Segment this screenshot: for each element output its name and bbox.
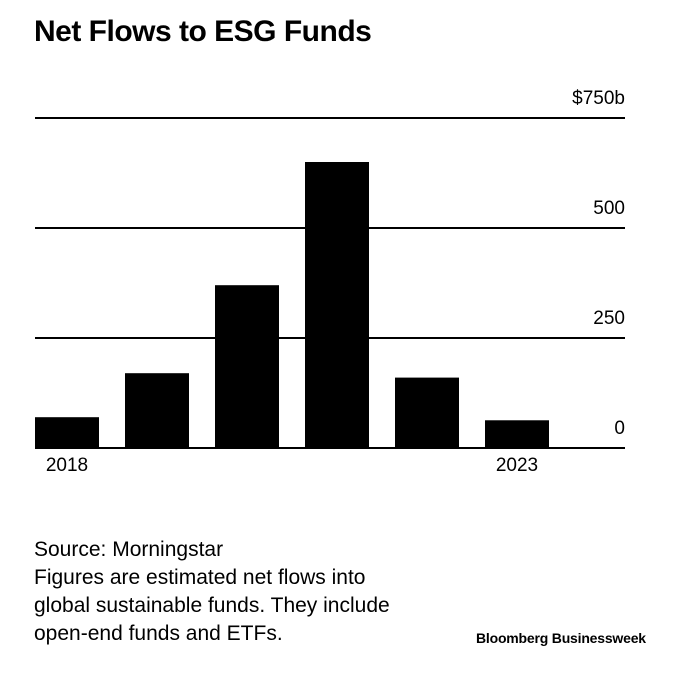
y-tick-label: 0	[614, 418, 625, 439]
bar-2018	[35, 417, 99, 448]
bars	[35, 162, 549, 448]
y-tick-label: $750b	[572, 88, 625, 109]
y-axis-labels: 0 250 500 $750b	[572, 88, 625, 439]
bar-2021	[305, 162, 369, 448]
publisher-logo: Bloomberg Businessweek	[476, 630, 646, 646]
bar-2020	[215, 285, 279, 448]
y-tick-label: 250	[593, 308, 625, 329]
source-note: Source: Morningstar	[34, 538, 224, 561]
bar-2019	[125, 373, 189, 448]
note-line: Figures are estimated net flows into	[34, 566, 366, 589]
note-line: global sustainable funds. They include	[34, 594, 390, 617]
x-tick-label: 2018	[46, 455, 88, 476]
x-tick-label: 2023	[496, 455, 538, 476]
bar-2022	[395, 377, 459, 448]
chart-notes: Source: Morningstar Figures are estimate…	[34, 536, 390, 648]
note-line: open-end funds and ETFs.	[34, 622, 283, 645]
bar-2023	[485, 420, 549, 448]
y-tick-label: 500	[593, 198, 625, 219]
bar-chart: 0 250 500 $750b 2018 2023	[35, 88, 625, 476]
chart-title: Net Flows to ESG Funds	[34, 15, 372, 48]
x-axis-labels: 2018 2023	[46, 455, 538, 476]
